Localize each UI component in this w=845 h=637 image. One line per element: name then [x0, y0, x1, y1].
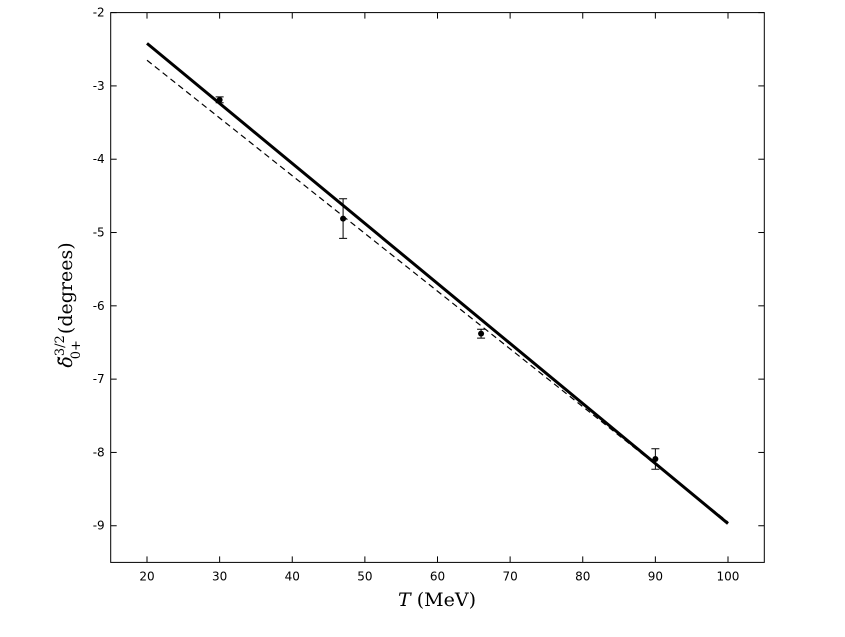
x-tick-label: 60 — [430, 569, 445, 583]
x-tick-label: 100 — [717, 569, 740, 583]
data-point — [478, 330, 485, 337]
data-point — [652, 456, 659, 463]
line — [146, 59, 729, 523]
x-tick-label: 90 — [648, 569, 663, 583]
y-tick-label: -3 — [93, 79, 105, 93]
y-label-sup: 3/2 — [53, 335, 68, 356]
y-label-symbol: δ̃ — [55, 356, 77, 367]
data-point — [340, 215, 347, 222]
x-tick-label: 80 — [575, 569, 590, 583]
x-axis-label: T (MeV) — [398, 589, 476, 611]
line — [146, 42, 729, 525]
x-tick-label: 70 — [502, 569, 517, 583]
y-tick-label: -4 — [93, 152, 105, 166]
y-tick-label: -8 — [93, 445, 105, 459]
x-tick-label: 20 — [139, 569, 154, 583]
x-label-symbol: T — [398, 589, 412, 611]
y-tick-label: -7 — [93, 372, 105, 386]
y-tick-label: -2 — [93, 6, 105, 20]
y-axis-label: δ̃3/20+ (degrees) — [53, 242, 84, 367]
y-label-unit: (degrees) — [55, 242, 77, 334]
x-tick-label: 30 — [212, 569, 227, 583]
y-tick-label: -6 — [93, 299, 105, 313]
y-tick-label: -5 — [93, 226, 105, 240]
x-label-unit: (MeV) — [417, 589, 476, 611]
data-point — [216, 96, 223, 103]
x-tick-label: 40 — [285, 569, 300, 583]
y-tick-label: -9 — [93, 519, 105, 533]
y-label-sub: 0+ — [69, 340, 84, 359]
x-tick-label: 50 — [357, 569, 372, 583]
